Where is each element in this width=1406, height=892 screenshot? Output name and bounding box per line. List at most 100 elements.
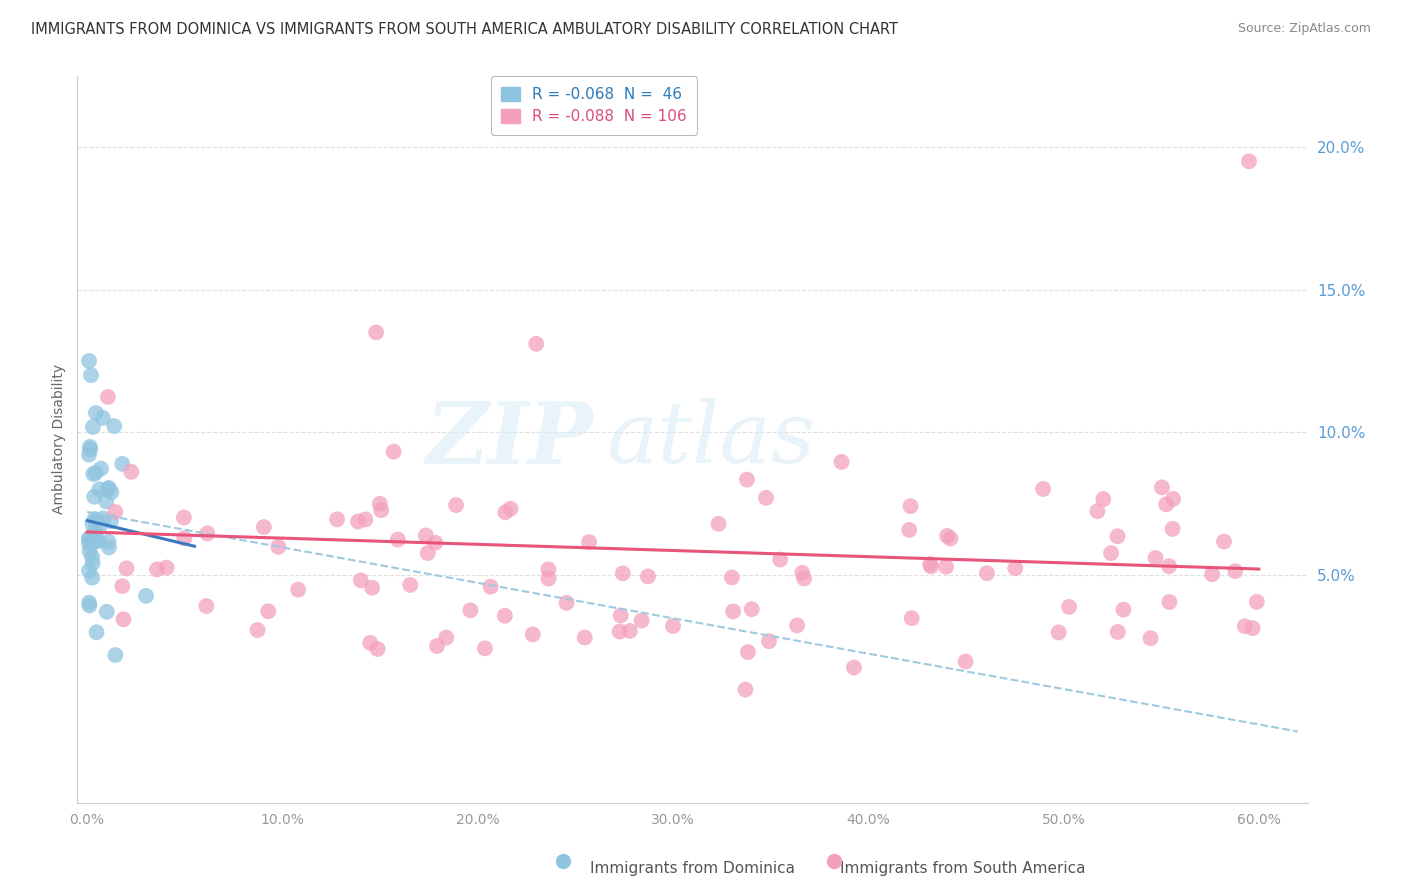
Point [1233,619,1256,633]
Text: Immigrants from South America: Immigrants from South America [841,861,1085,876]
Point [79,544,101,558]
Point [1047,625,1070,640]
Point [1237,154,1260,169]
Point [146,562,169,576]
Point [1159,595,1181,609]
Point [831,455,853,469]
Point [84,533,107,547]
Point [609,624,631,639]
Point [253,520,276,534]
Point [111,579,134,593]
Point [1144,551,1167,566]
Point [1246,595,1268,609]
Point [444,498,467,512]
Point [77,596,100,610]
Legend: R = -0.068  N =  46, R = -0.088  N = 106: R = -0.068 N = 46, R = -0.088 N = 106 [491,76,697,135]
Point [135,589,157,603]
Point [97,481,120,495]
Point [91,511,114,525]
Point [1150,480,1173,494]
Point [367,642,389,657]
Point [609,608,631,623]
Point [574,631,596,645]
Point [735,473,758,487]
Point [1092,491,1115,506]
Point [97,390,120,404]
Point [1099,546,1122,560]
Point [257,604,280,618]
Point [368,497,391,511]
Point [1112,602,1135,616]
Point [387,533,409,547]
Point [82,571,104,585]
Point [195,599,218,613]
Point [755,491,778,505]
Point [939,532,962,546]
Point [112,612,135,626]
Point [173,531,195,545]
Point [1107,529,1129,543]
Point [793,571,815,585]
Point [84,466,107,480]
Point [96,605,118,619]
Point [1107,624,1129,639]
Point [195,526,218,541]
Point [100,485,122,500]
Point [83,534,105,549]
Point [354,512,377,526]
Point [77,532,100,546]
Point [434,631,457,645]
Text: IMMIGRANTS FROM DOMINICA VS IMMIGRANTS FROM SOUTH AMERICA AMBULATORY DISABILITY : IMMIGRANTS FROM DOMINICA VS IMMIGRANTS F… [31,22,898,37]
Point [97,534,120,549]
Text: Source: ZipAtlas.com: Source: ZipAtlas.com [1237,22,1371,36]
Point [1157,559,1180,574]
Point [955,655,977,669]
Point [104,505,127,519]
Point [721,570,744,584]
Point [721,604,744,618]
Point [91,411,114,425]
Point [120,465,142,479]
Point [758,634,780,648]
Point [1241,621,1264,635]
Point [936,529,959,543]
Point [426,639,449,653]
Point [89,520,111,534]
Point [84,513,107,527]
Point [246,623,269,637]
Point [80,368,103,383]
Point [79,440,101,454]
Point [366,326,388,340]
Point [737,645,759,659]
Point [1213,534,1236,549]
Point [612,566,634,581]
Point [77,537,100,551]
Point [79,599,101,613]
Point [370,503,392,517]
Point [792,566,814,580]
Point [77,354,100,368]
Point [86,625,108,640]
Point [83,490,105,504]
Point [287,582,309,597]
Point [77,532,100,546]
Point [460,603,482,617]
Point [524,336,547,351]
Point [1161,522,1184,536]
Point [920,559,942,574]
Point [79,442,101,457]
Text: atlas: atlas [606,398,815,481]
Point [630,614,652,628]
Point [77,564,100,578]
Point [537,572,560,586]
Point [1139,631,1161,645]
Point [89,534,111,549]
Point [359,636,381,650]
Point [267,540,290,554]
Point [100,514,122,528]
Point [555,596,578,610]
Point [80,549,103,564]
Point [537,562,560,576]
Point [89,483,111,497]
Point [842,660,865,674]
